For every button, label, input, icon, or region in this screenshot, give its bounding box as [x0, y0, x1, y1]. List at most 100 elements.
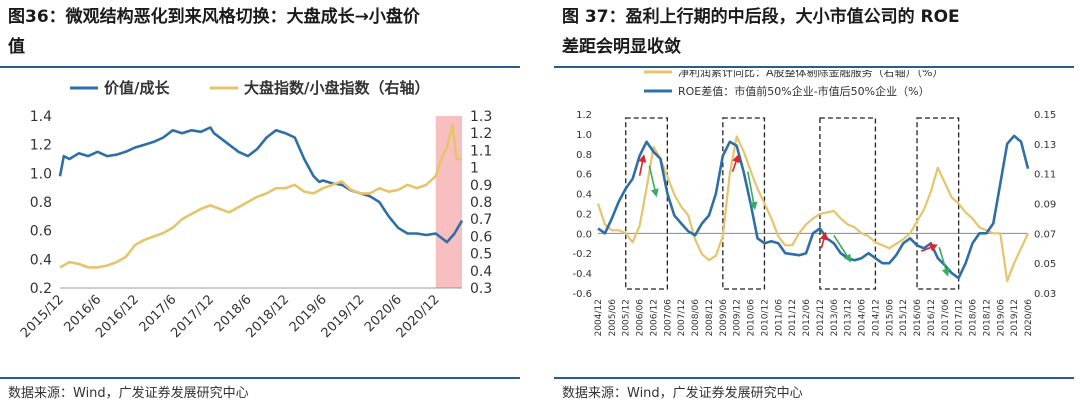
x-tick: 2018/12	[982, 299, 992, 336]
x-tick: 2010/12	[760, 299, 770, 336]
y-left-tick: 0.0	[576, 229, 592, 240]
right-title-rule	[554, 66, 1074, 68]
y-right-tick: 0.09	[1034, 200, 1056, 211]
x-tick: 2004/12	[594, 299, 604, 336]
x-tick: 2009/12	[733, 299, 743, 336]
y-right-tick: 0.11	[1034, 170, 1056, 181]
right-title-line-2: 差距会明显收敛	[562, 37, 681, 57]
series-line-roe-diff	[597, 134, 1030, 280]
y-left-tick: 1.0	[30, 166, 52, 182]
x-tick: 2013/06	[830, 299, 840, 337]
y-right-tick: 0.4	[470, 264, 492, 280]
x-tick: 2012/06	[802, 299, 812, 337]
x-tick: 2005/12	[622, 299, 632, 336]
x-tick: 2016/12	[927, 299, 937, 336]
x-tick: 2006/12	[649, 299, 659, 336]
right-chart-svg: 净利润累计同比：A股整体剔除金融服务（右轴）（%） ROE差值：市值前50%企业-…	[572, 70, 1056, 337]
left-title-line-2: 值	[8, 37, 25, 57]
x-tick: 2016/06	[913, 299, 923, 337]
y-left-tick: 0.6	[30, 224, 52, 240]
y-right-tick: 0.6	[470, 229, 492, 245]
left-source: 数据来源：Wind，广发证券发展研究中心	[8, 386, 249, 401]
dashed-box	[625, 117, 669, 290]
annotation-arrow-green	[648, 165, 659, 198]
legend-label-large-small: 大盘指数/小盘指数（右轴）	[244, 79, 429, 97]
annotation-arrow-red	[638, 154, 647, 176]
x-tick: 2017/12	[955, 299, 965, 336]
y-left-tick: 0.6	[576, 170, 592, 181]
annotation-arrow-green	[938, 247, 950, 277]
y-right-tick: 1.2	[470, 126, 492, 142]
right-chart-panel: 图 37：盈利上行期的中后段，大小市值公司的 ROE 差距会明显收敛 净利润累计…	[554, 0, 1074, 410]
annotation-arrow-green	[747, 171, 758, 211]
y-right-tick: 0.3	[470, 281, 492, 297]
y-left-tick: -0.6	[572, 289, 592, 300]
y-left-tick: 1.0	[576, 130, 592, 141]
y-right-tick: 0.13	[1034, 140, 1056, 151]
x-tick: 2008/12	[705, 299, 715, 336]
y-right-tick: 0.5	[470, 247, 492, 263]
y-left-tick: 0.4	[576, 190, 592, 201]
left-chart-svg: 价值/成长 大盘指数/小盘指数（右轴） 0.2 0.4 0.6 0.8 1.0 1.2 1.4 0…	[18, 79, 492, 341]
y-right-tick: 1.3	[470, 109, 492, 125]
y-right-tick: 0.7	[470, 212, 492, 228]
y-left-tick: 1.4	[30, 109, 52, 125]
y-right-tick: 0.9	[470, 178, 492, 194]
left-chart-title: 图36：微观结构恶化到来风格切换：大盘成长→小盘价 值	[8, 2, 513, 62]
annotation-arrow-red	[920, 243, 938, 252]
y-right-tick: 0.03	[1034, 289, 1056, 300]
left-title-line-1: 图36：微观结构恶化到来风格切换：大盘成长→小盘价	[8, 7, 420, 27]
x-tick: 2020/06	[1024, 299, 1034, 337]
x-tick: 2017/06	[941, 299, 951, 337]
series-line-profit-growth	[596, 135, 1029, 283]
annotation-arrow-red	[819, 231, 828, 249]
right-footer-rule	[554, 377, 1074, 379]
x-tick: 2019/06	[996, 299, 1006, 337]
series-line-large-small	[59, 123, 462, 269]
series-line-value-growth	[58, 126, 464, 244]
y-left-tick: 0.2	[30, 281, 52, 297]
x-tick: 2011/06	[774, 299, 784, 337]
x-tick: 2007/06	[663, 299, 673, 337]
left-title-rule	[0, 66, 520, 68]
y-left-tick: 1.2	[576, 110, 592, 121]
x-tick: 2014/12	[871, 299, 881, 336]
x-tick: 2015/12	[18, 292, 67, 341]
dashed-box	[916, 117, 960, 290]
x-tick: 2010/06	[747, 299, 757, 337]
y-right-tick: 0.15	[1034, 110, 1056, 121]
y-left-tick: 0.2	[576, 209, 592, 220]
x-tick: 2018/06	[969, 299, 979, 337]
right-chart-title: 图 37：盈利上行期的中后段，大小市值公司的 ROE 差距会明显收敛	[562, 2, 1067, 62]
y-right-tick: 1	[470, 161, 479, 177]
y-left-tick: -0.4	[572, 269, 592, 280]
dashed-box	[819, 117, 877, 290]
y-left-tick: -0.2	[572, 249, 592, 260]
x-tick: 2012/12	[816, 299, 826, 336]
dashed-box	[722, 117, 766, 290]
y-left-tick: 1.2	[30, 138, 52, 154]
x-tick: 2005/06	[608, 299, 618, 337]
x-tick: 2015/12	[899, 299, 909, 336]
annotation-arrow-red	[731, 154, 740, 172]
x-tick: 2011/12	[788, 299, 798, 336]
y-left-tick: 0.8	[576, 150, 592, 161]
x-tick: 2014/06	[858, 299, 868, 337]
x-tick: 2015/06	[885, 299, 895, 337]
x-tick: 2009/06	[719, 299, 729, 337]
x-tick: 2013/12	[844, 299, 854, 336]
x-tick: 2006/06	[636, 299, 646, 337]
y-right-tick: 0.8	[470, 195, 492, 211]
y-right-tick: 1.1	[470, 143, 492, 159]
left-footer-rule	[0, 377, 520, 379]
y-left-tick: 0.8	[30, 195, 52, 211]
right-title-line-1: 图 37：盈利上行期的中后段，大小市值公司的 ROE	[562, 7, 960, 27]
legend-label-roe-diff: ROE差值：市值前50%企业-市值后50%企业（%）	[678, 84, 930, 98]
x-tick: 2008/06	[691, 299, 701, 337]
y-right-tick: 0.07	[1034, 229, 1056, 240]
x-tick: 2019/12	[1010, 299, 1020, 336]
y-right-tick: 0.05	[1034, 259, 1056, 270]
right-source: 数据来源：Wind，广发证券发展研究中心	[562, 386, 803, 401]
annotation-arrow-green	[833, 234, 852, 263]
x-tick: 2007/12	[677, 299, 687, 336]
